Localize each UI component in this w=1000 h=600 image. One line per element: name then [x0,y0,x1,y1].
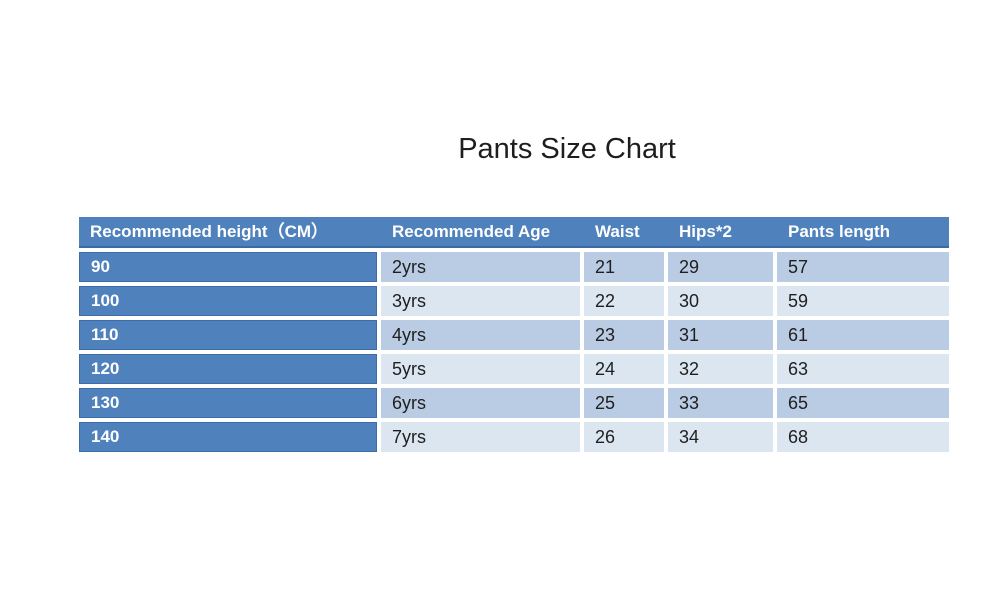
cell-hips: 34 [668,422,773,452]
cell-age: 3yrs [381,286,580,316]
cell-pants-length: 57 [777,252,949,282]
cell-waist: 23 [584,320,664,350]
header-cell-recommended-age: Recommended Age [392,222,551,241]
cell-height: 140 [79,422,377,452]
page-title: Pants Size Chart [458,133,676,165]
cell-waist: 24 [584,354,664,384]
cell-waist: 25 [584,388,664,418]
cell-waist: 22 [584,286,664,316]
header-cell-waist: Waist [595,222,640,241]
cell-height: 90 [79,252,377,282]
cell-waist: 21 [584,252,664,282]
cell-pants-length: 68 [777,422,949,452]
cell-hips: 32 [668,354,773,384]
cell-age: 2yrs [381,252,580,282]
table-header-row: Recommended height（CM） Recommended Age W… [79,217,949,248]
pants-size-table: Recommended height（CM） Recommended Age W… [79,217,949,452]
cell-hips: 31 [668,320,773,350]
header-cell-recommended-height: Recommended height（CM） [90,222,329,241]
cell-hips: 30 [668,286,773,316]
cell-height: 120 [79,354,377,384]
cell-age: 6yrs [381,388,580,418]
cell-pants-length: 65 [777,388,949,418]
cell-pants-length: 61 [777,320,949,350]
cell-age: 7yrs [381,422,580,452]
cell-hips: 29 [668,252,773,282]
cell-age: 4yrs [381,320,580,350]
header-cell-hips: Hips*2 [679,222,732,241]
cell-height: 110 [79,320,377,350]
cell-pants-length: 59 [777,286,949,316]
cell-height: 130 [79,388,377,418]
cell-age: 5yrs [381,354,580,384]
cell-waist: 26 [584,422,664,452]
cell-pants-length: 63 [777,354,949,384]
cell-height: 100 [79,286,377,316]
cell-hips: 33 [668,388,773,418]
header-cell-pants-length: Pants length [788,222,891,241]
table-body: 90 2yrs 21 29 57 100 3yrs 22 30 59 110 4… [79,252,949,452]
